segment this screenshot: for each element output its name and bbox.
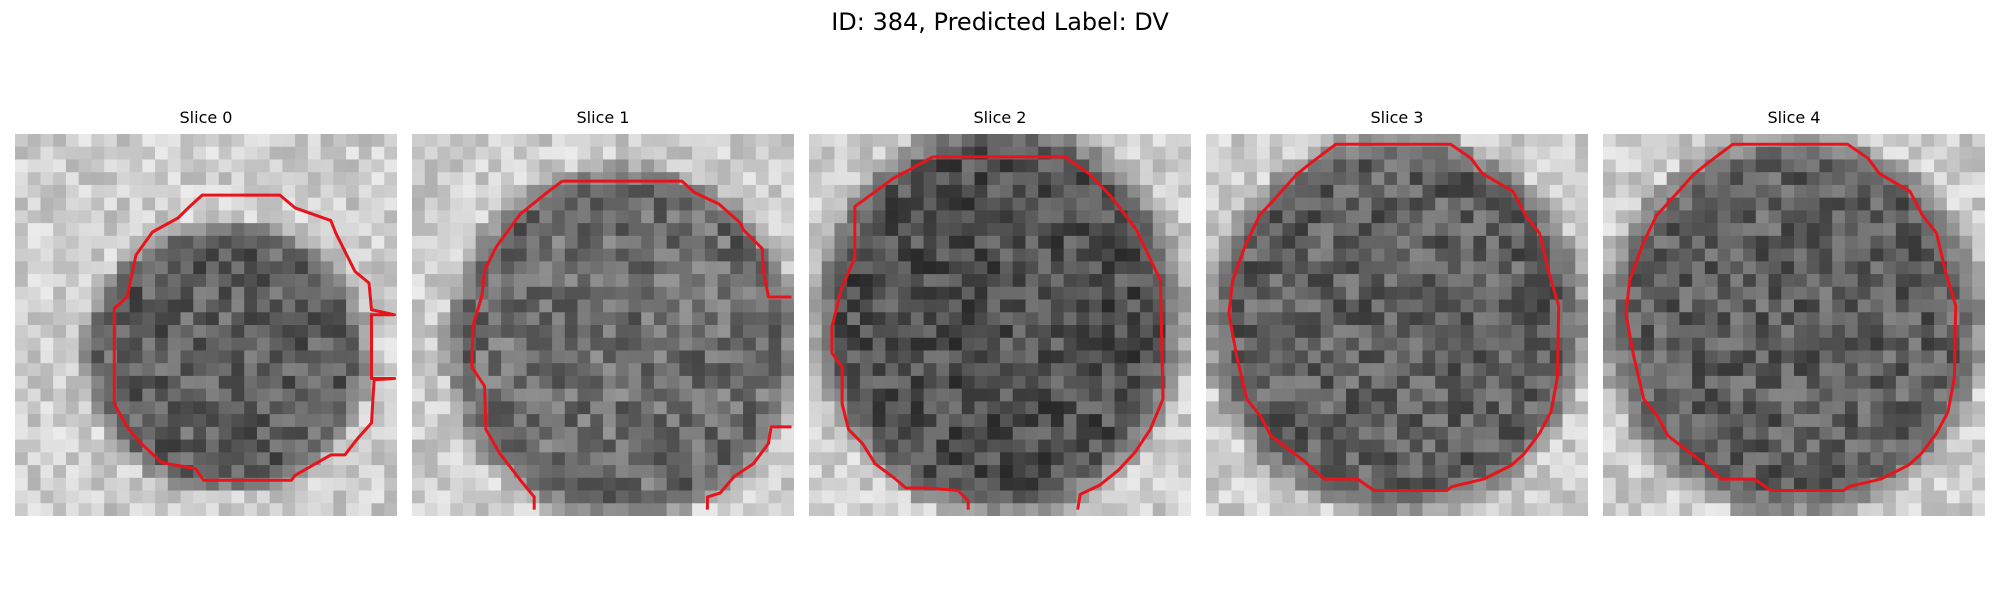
slice-image-1 bbox=[412, 134, 794, 516]
figure-title: ID: 384, Predicted Label: DV bbox=[831, 8, 1169, 36]
slice-panel-3: Slice 3 bbox=[1206, 108, 1588, 518]
slice-title-2: Slice 2 bbox=[973, 108, 1027, 127]
contour-line-0 bbox=[112, 193, 396, 482]
slice-title-0: Slice 0 bbox=[179, 108, 233, 127]
contour-segment-1-1 bbox=[705, 425, 792, 510]
slice-panel-2: Slice 2 bbox=[809, 108, 1191, 518]
slice-title-3: Slice 3 bbox=[1370, 108, 1424, 127]
contour-line-2 bbox=[932, 155, 1165, 510]
slice-panel-4: Slice 4 bbox=[1603, 108, 1985, 518]
slice-panel-0: Slice 0 bbox=[15, 108, 397, 518]
contour-line-3 bbox=[1227, 142, 1561, 492]
slice-pixels-4 bbox=[1603, 134, 1985, 516]
slice-image-2 bbox=[809, 134, 1191, 516]
slice-image-0 bbox=[15, 134, 397, 516]
slice-pixels-3 bbox=[1206, 134, 1588, 516]
contour-line-1 bbox=[562, 179, 792, 299]
contour-line-4 bbox=[1624, 142, 1958, 492]
slice-title-1: Slice 1 bbox=[576, 108, 630, 127]
slice-pixels-2 bbox=[809, 134, 1191, 516]
contour-segment-1-0 bbox=[470, 179, 564, 510]
contour-segment-2-0 bbox=[830, 155, 970, 510]
slice-title-4: Slice 4 bbox=[1767, 108, 1821, 127]
slice-pixels-0 bbox=[15, 134, 397, 516]
slice-panel-1: Slice 1 bbox=[412, 108, 794, 518]
slice-pixels-1 bbox=[412, 134, 794, 516]
slice-image-4 bbox=[1603, 134, 1985, 516]
slice-image-3 bbox=[1206, 134, 1588, 516]
